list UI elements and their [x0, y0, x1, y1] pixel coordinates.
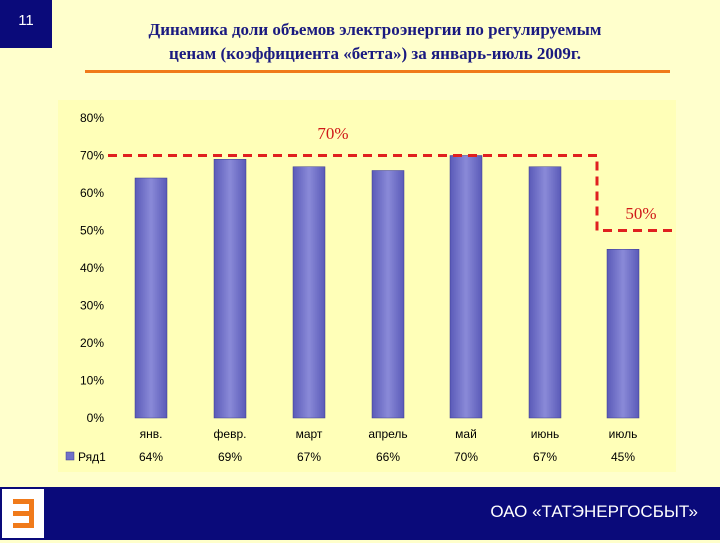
x-tick-label: май — [455, 427, 477, 441]
slide-number: 11 — [0, 0, 52, 48]
x-tick-label: июнь — [531, 427, 560, 441]
bar — [371, 170, 405, 419]
footer-bar — [0, 487, 720, 540]
y-tick-label: 80% — [80, 111, 104, 125]
y-tick-label: 0% — [87, 411, 105, 425]
annotation-70: 70% — [317, 124, 348, 143]
data-label: 66% — [376, 450, 400, 464]
y-tick-label: 70% — [80, 149, 104, 163]
title-line-2: ценам (коэффициента «бетта») за январь-и… — [169, 44, 581, 63]
x-tick-label: февр. — [214, 427, 247, 441]
data-label: 67% — [297, 450, 321, 464]
logo-icon — [13, 499, 34, 528]
x-tick-label: янв. — [140, 427, 163, 441]
legend-swatch — [65, 451, 75, 461]
data-label: 70% — [454, 450, 478, 464]
x-tick-label: март — [296, 427, 323, 441]
title-underline — [85, 70, 670, 73]
data-label: 64% — [139, 450, 163, 464]
title-line-1: Динамика доли объемов электроэнергии по … — [148, 20, 602, 39]
bar — [606, 249, 640, 419]
company-logo — [0, 487, 46, 540]
slide-title: Динамика доли объемов электроэнергии по … — [95, 18, 655, 66]
bar — [449, 155, 483, 419]
bar — [528, 166, 562, 419]
annotation-50: 50% — [625, 204, 656, 223]
legend-series-name: Ряд1 — [78, 450, 106, 464]
y-tick-label: 10% — [80, 374, 104, 388]
y-tick-label: 20% — [80, 336, 104, 350]
x-tick-label: июль — [609, 427, 638, 441]
y-tick-label: 30% — [80, 299, 104, 313]
bar — [213, 159, 247, 419]
data-label: 67% — [533, 450, 557, 464]
data-label: 45% — [611, 450, 635, 464]
data-label: 69% — [218, 450, 242, 464]
company-name: ОАО «ТАТЭНЕРГОСБЫТ» — [490, 502, 698, 521]
y-tick-label: 50% — [80, 224, 104, 238]
x-tick-label: апрель — [368, 427, 407, 441]
bar — [134, 177, 168, 419]
y-tick-label: 40% — [80, 261, 104, 275]
y-tick-label: 60% — [80, 186, 104, 200]
bar — [292, 166, 326, 419]
threshold-line — [108, 154, 676, 232]
